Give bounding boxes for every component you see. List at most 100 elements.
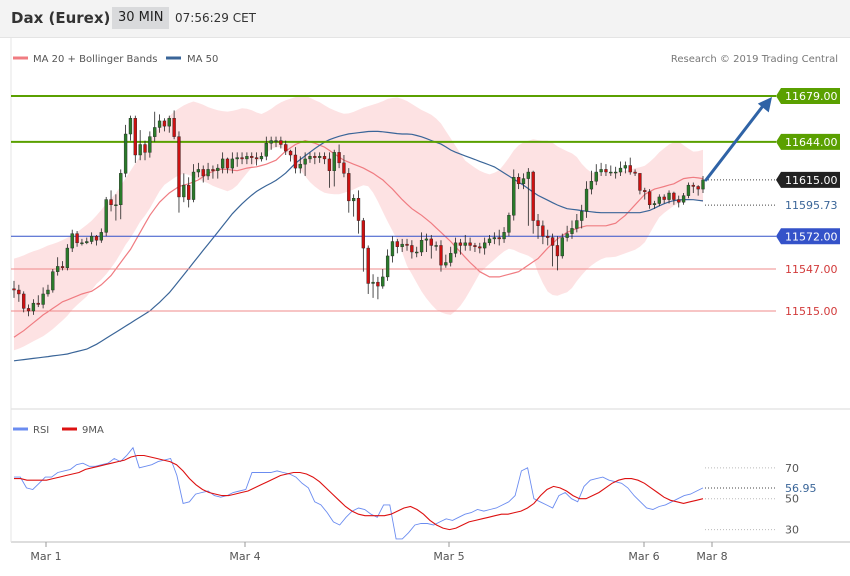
candle-body: [647, 191, 652, 206]
candle-body: [337, 152, 341, 164]
level-label-3: 11595.73: [785, 199, 838, 212]
candle-body: [526, 171, 530, 179]
candle: [85, 237, 89, 245]
rsi-legend: RSI 9MA: [13, 425, 104, 436]
x-tick-label-2: Mar 5: [433, 550, 464, 563]
candle-body: [269, 140, 273, 144]
candle-body: [531, 171, 535, 221]
candle-body: [381, 276, 385, 287]
candle-body: [361, 220, 366, 249]
candle-body: [691, 184, 695, 187]
level-label-5: 11547.00: [785, 263, 838, 276]
candle: [565, 225, 569, 242]
candle: [351, 194, 356, 217]
candle: [51, 269, 55, 293]
candle-body: [492, 237, 497, 240]
candle-body: [172, 118, 176, 137]
candle: [12, 280, 16, 298]
candle: [550, 233, 555, 267]
candle-body: [143, 144, 147, 153]
candle-body: [279, 140, 283, 145]
candle: [614, 166, 618, 179]
candle: [133, 115, 137, 163]
candle-body: [70, 233, 74, 249]
candle: [99, 228, 103, 243]
candle: [196, 162, 201, 178]
candle-body: [196, 169, 201, 173]
candle-body: [681, 195, 686, 203]
candle-body: [211, 169, 215, 171]
chart-header: Dax (Eurex) 30 MIN 07:56:29 CET: [0, 0, 850, 38]
candle: [128, 115, 133, 141]
candle-body: [41, 293, 45, 305]
timeframe-badge[interactable]: 30 MIN: [112, 7, 170, 29]
candle: [444, 254, 448, 268]
candle: [696, 185, 700, 196]
instrument-title: Dax (Eurex): [11, 9, 111, 27]
candle-body: [274, 140, 278, 142]
candle-body: [672, 192, 676, 200]
candle-body: [36, 302, 40, 305]
candle-body: [191, 171, 196, 200]
candle: [143, 140, 147, 161]
candle: [584, 181, 589, 218]
candle-body: [327, 158, 332, 171]
candle: [599, 162, 603, 176]
candle-body: [89, 236, 94, 242]
candle-body: [395, 241, 399, 247]
candle-body: [162, 120, 167, 127]
rsi-tick-2: 30: [785, 524, 799, 537]
candle: [609, 165, 613, 176]
candle-body: [75, 233, 79, 244]
candle-body: [119, 173, 123, 206]
level-label-2: 11615.00: [785, 174, 838, 187]
candle-body: [351, 198, 356, 202]
candle: [424, 233, 429, 253]
rsi-ma-legend-label: 9MA: [82, 425, 104, 436]
rsi-tick-0: 70: [785, 462, 799, 475]
bb-legend-label: MA 20 + Bollinger Bands: [33, 54, 157, 65]
candle-body: [434, 245, 438, 247]
candle: [153, 111, 157, 142]
candle: [80, 238, 84, 246]
candle: [381, 269, 385, 289]
candle: [225, 157, 230, 174]
candle-body: [245, 156, 249, 160]
candle-body: [565, 233, 569, 238]
candle: [264, 136, 268, 161]
candle-body: [12, 288, 16, 291]
candle: [482, 237, 487, 255]
candle: [371, 274, 375, 298]
candle-body: [31, 302, 36, 312]
candle-body: [201, 169, 205, 177]
candle-body: [133, 118, 137, 156]
rsi-series-1: [14, 454, 704, 531]
candle-body: [177, 136, 181, 198]
candle: [337, 144, 341, 169]
candle: [468, 237, 472, 251]
candle: [633, 169, 637, 176]
candle: [487, 234, 492, 246]
candle: [652, 200, 657, 209]
candle-body: [148, 136, 152, 153]
candle-body: [507, 215, 511, 233]
candle-body: [187, 184, 191, 200]
candle: [385, 249, 390, 281]
level-label-6: 11515.00: [785, 305, 838, 318]
candle: [366, 245, 370, 294]
candle: [662, 194, 666, 204]
candle: [560, 233, 564, 259]
candle: [478, 242, 482, 254]
candle-body: [415, 251, 419, 254]
candle-body: [22, 293, 26, 309]
candle-body: [657, 196, 661, 204]
candle: [463, 234, 467, 251]
level-tag-4: [776, 228, 840, 245]
candle: [546, 229, 550, 246]
rsi-legend-label: RSI: [33, 425, 49, 436]
candle-body: [609, 171, 613, 174]
candle: [36, 295, 40, 308]
candle-body: [80, 242, 84, 245]
